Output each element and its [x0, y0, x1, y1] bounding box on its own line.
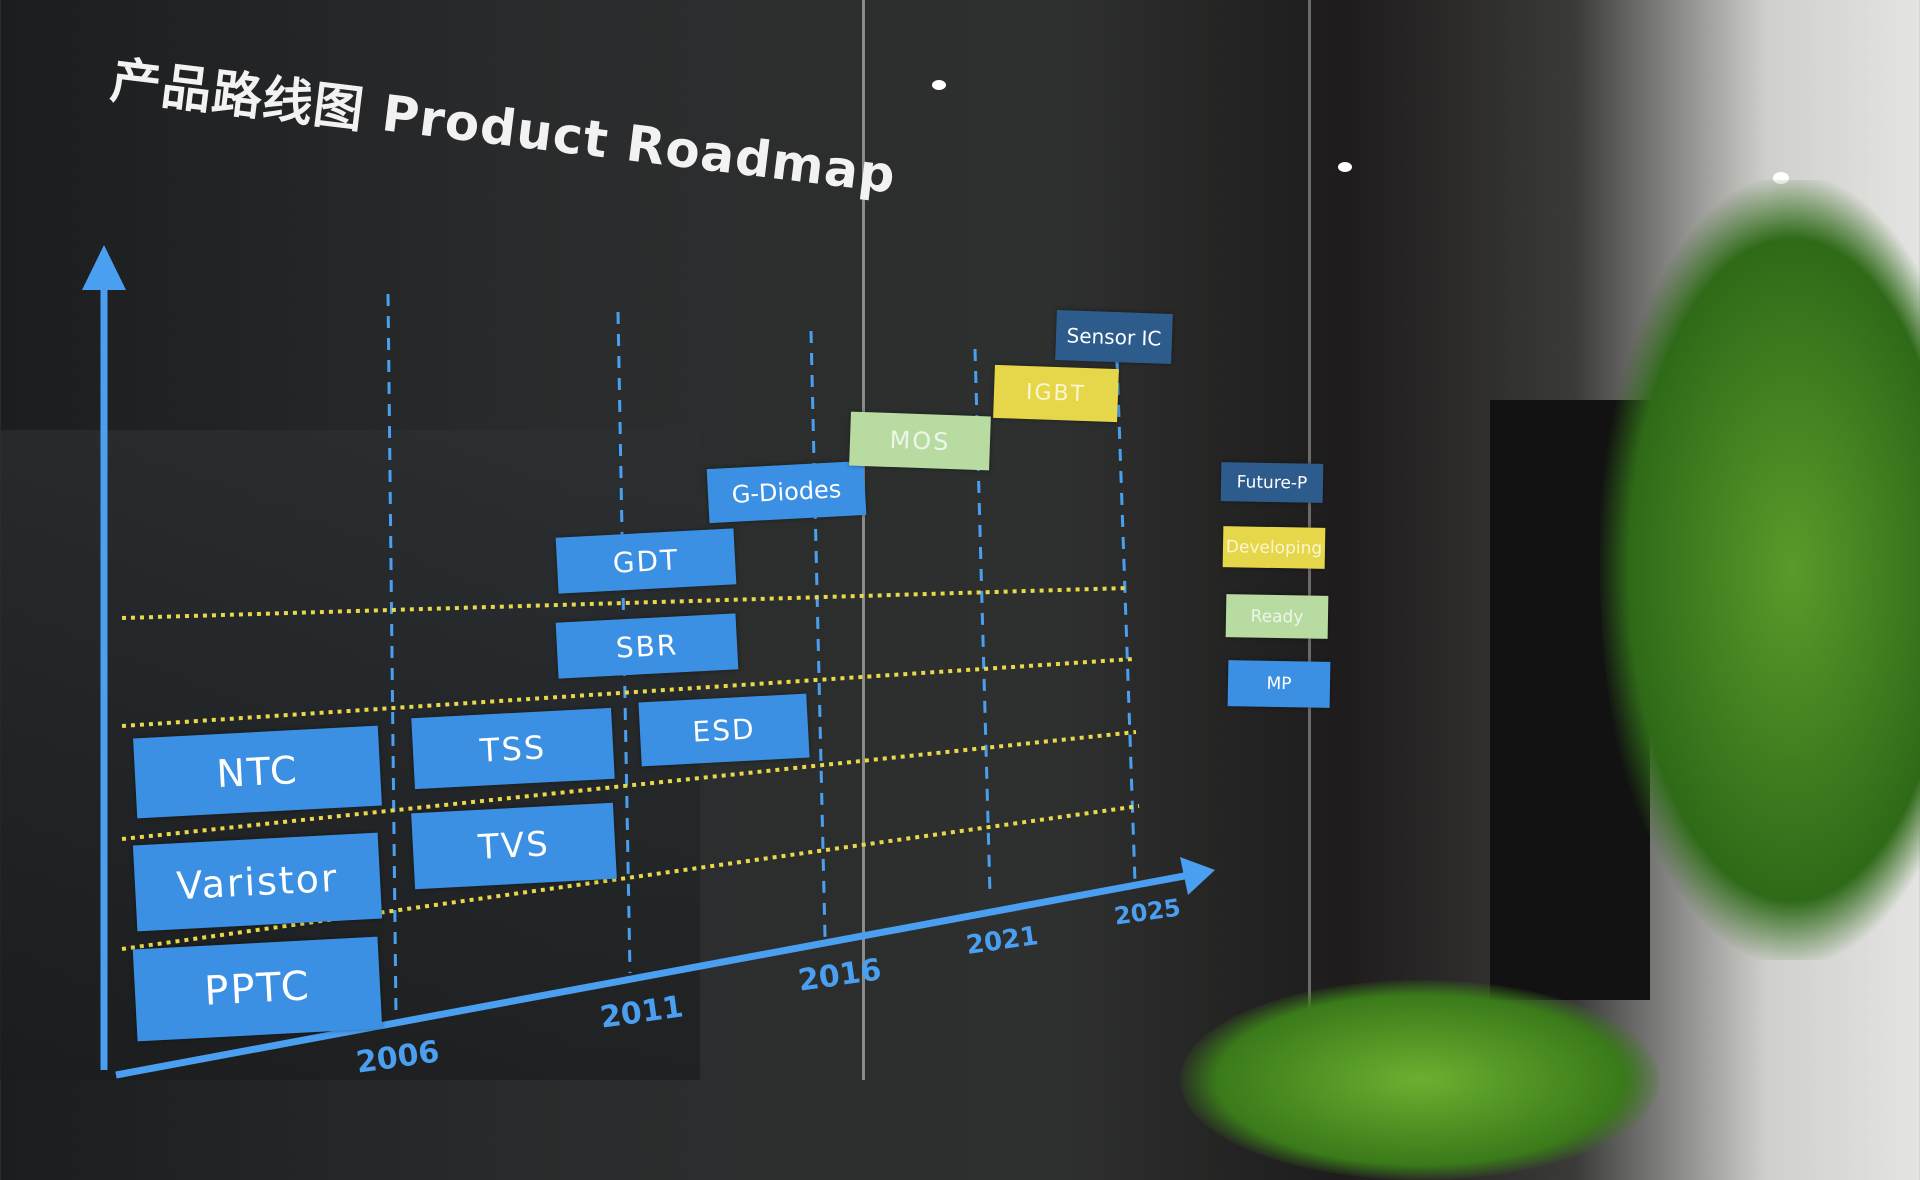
- x-axis: [115, 870, 1196, 1079]
- row-divider: [121, 586, 1128, 620]
- product-tss: TSS: [411, 707, 615, 790]
- product-esd: ESD: [638, 693, 810, 767]
- ceiling-light: [932, 80, 946, 90]
- product-ntc: NTC: [133, 725, 382, 819]
- product-g-diodes: G-Diodes: [706, 460, 867, 524]
- product-sensor-ic: Sensor IC: [1055, 309, 1173, 365]
- product-mos: MOS: [849, 411, 991, 471]
- product-pptc: PPTC: [132, 936, 383, 1042]
- legend-ready: Ready: [1225, 594, 1329, 639]
- row-divider: [121, 804, 1140, 951]
- row-divider: [121, 730, 1137, 841]
- row-divider: [121, 657, 1134, 728]
- product-sbr: SBR: [555, 613, 739, 679]
- x-axis-arrow: [1180, 857, 1215, 895]
- year-gridline: [809, 330, 827, 938]
- glass-frame-line: [862, 0, 865, 1080]
- legend-developing: Developing: [1222, 526, 1326, 569]
- year-gridline: [1115, 360, 1137, 883]
- legend-mp: MP: [1227, 660, 1331, 708]
- legend-future-p: Future-P: [1220, 462, 1324, 503]
- product-igbt: IGBT: [993, 364, 1119, 423]
- product-gdt: GDT: [555, 528, 737, 594]
- year-gridline: [386, 293, 398, 1017]
- ceiling-light: [1338, 162, 1352, 172]
- product-tvs: TVS: [411, 802, 617, 890]
- plant-leaves: [1600, 180, 1920, 960]
- y-axis-arrow: [82, 245, 126, 290]
- product-varistor: Varistor: [132, 832, 383, 932]
